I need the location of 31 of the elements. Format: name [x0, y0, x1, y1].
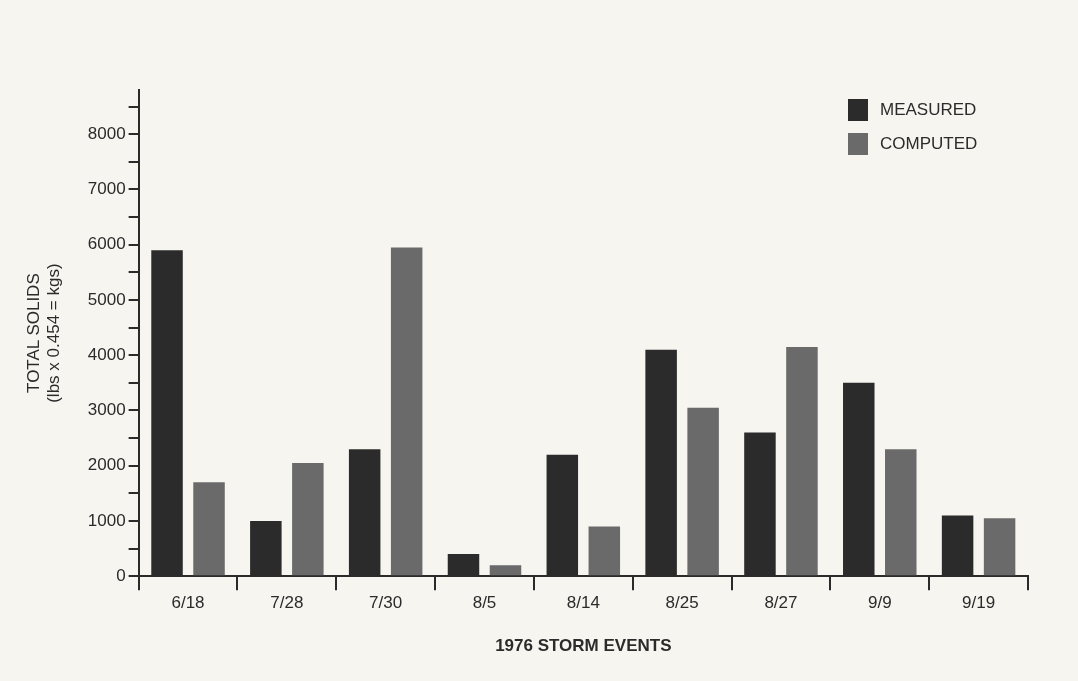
legend-label: MEASURED	[880, 99, 977, 119]
x-tick-label: 7/28	[270, 593, 304, 613]
x-tick-label: 8/14	[566, 593, 600, 613]
y-tick-label: 8000	[87, 123, 126, 143]
y-tick-label: 6000	[87, 234, 126, 254]
y-tick-label: 7000	[87, 179, 126, 199]
bar	[390, 247, 423, 576]
bar	[588, 526, 621, 576]
y-tick-label: 1000	[87, 510, 126, 530]
y-tick-label: 4000	[87, 344, 126, 364]
y-tick-label: 5000	[87, 289, 126, 309]
y-tick-label: 2000	[87, 455, 126, 475]
x-axis-title: 1976 STORM EVENTS	[495, 636, 672, 656]
x-tick-label: 9/19	[962, 593, 996, 613]
bar	[193, 482, 225, 576]
bar	[786, 346, 818, 576]
bar	[489, 565, 522, 576]
legend-label: COMPUTED	[880, 133, 978, 153]
bar	[983, 518, 1016, 576]
bar	[885, 449, 917, 576]
y-tick-label: 3000	[87, 400, 126, 420]
x-tick-label: 7/30	[369, 593, 403, 613]
x-tick-label: 8/25	[665, 593, 699, 613]
bar	[687, 407, 719, 576]
x-tick-label: 8/27	[764, 593, 798, 613]
x-tick-label: 6/18	[171, 593, 205, 613]
y-tick-label: 0	[116, 565, 126, 585]
x-tick-label: 8/5	[472, 593, 497, 613]
y-axis-title: TOTAL SOLIDS (lbs x 0.454 = kgs)	[23, 263, 64, 403]
x-tick-label: 9/9	[867, 593, 892, 613]
bar	[292, 462, 324, 576]
